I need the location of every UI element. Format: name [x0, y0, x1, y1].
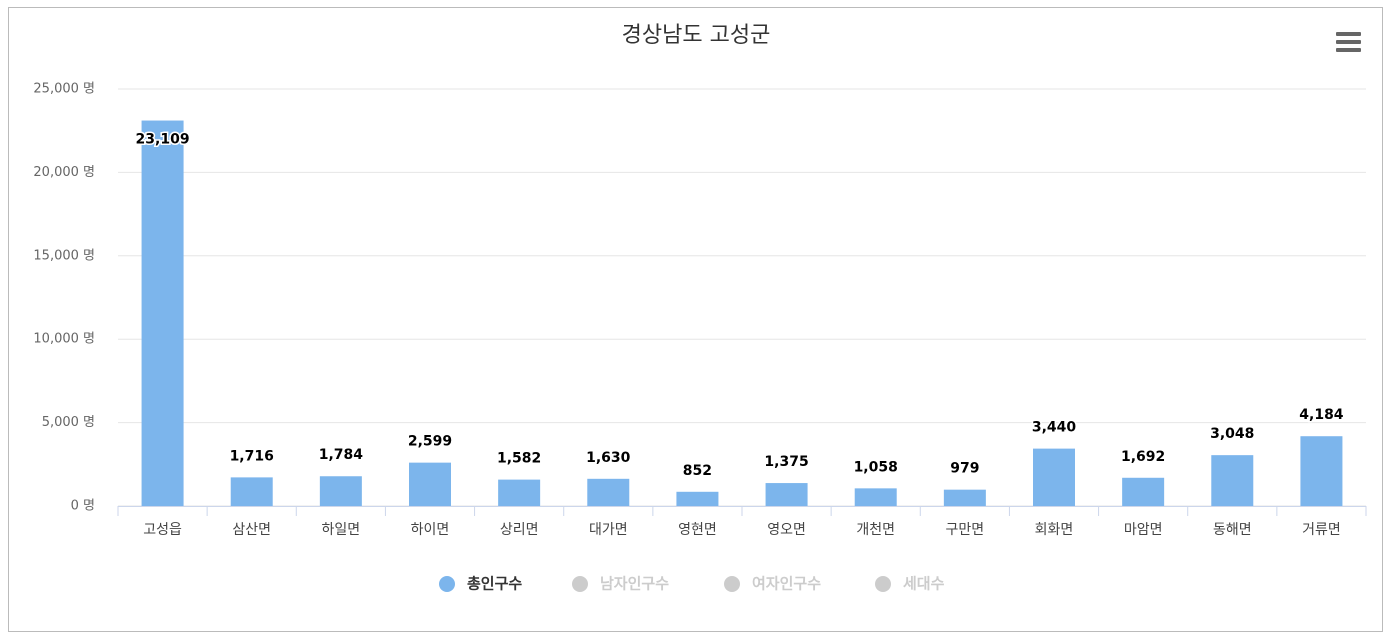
- legend-label[interactable]: 여자인구수: [752, 575, 821, 593]
- bar: [943, 489, 986, 506]
- bar: [141, 120, 184, 507]
- x-tick-label: 영오면: [767, 522, 806, 538]
- data-label: 1,582: [497, 451, 541, 467]
- legend-marker[interactable]: [724, 576, 740, 592]
- x-tick-label: 동해면: [1213, 522, 1252, 538]
- legend-label[interactable]: 총인구수: [467, 575, 522, 593]
- data-label: 979: [950, 461, 979, 477]
- menu-bar: [1336, 40, 1361, 44]
- bar: [230, 477, 273, 506]
- menu-button[interactable]: [1336, 32, 1361, 52]
- bar: [1300, 436, 1343, 506]
- bar: [1211, 455, 1254, 506]
- x-tick-label: 영현면: [678, 522, 717, 538]
- data-label: 852: [683, 463, 712, 479]
- bar: [1033, 448, 1075, 506]
- bar: [319, 476, 362, 506]
- data-label: 1,784: [319, 447, 364, 463]
- y-tick-label: 10,000 명: [33, 332, 95, 347]
- x-tick-label: 마암면: [1124, 522, 1163, 538]
- data-label: 2,599: [408, 434, 452, 450]
- data-label: 1,375: [764, 454, 808, 470]
- legend-marker[interactable]: [572, 576, 588, 592]
- menu-bar: [1336, 48, 1361, 52]
- data-label: 1,716: [230, 448, 274, 464]
- x-tick-label: 대가면: [589, 522, 628, 538]
- legend-marker[interactable]: [875, 576, 891, 592]
- legend-marker[interactable]: [439, 576, 455, 592]
- chart-title: 경상남도 고성군: [622, 23, 771, 48]
- bar: [409, 462, 451, 506]
- data-label: 4,184: [1299, 407, 1344, 423]
- data-label: 1,630: [586, 450, 631, 466]
- data-label: 23,109: [136, 132, 190, 148]
- y-tick-label: 15,000 명: [33, 248, 95, 263]
- bar: [498, 479, 541, 506]
- legend-label[interactable]: 세대수: [903, 575, 945, 593]
- x-tick-label: 개천면: [856, 522, 895, 538]
- data-label: 1,058: [854, 459, 898, 475]
- y-tick-label: 5,000 명: [42, 415, 95, 430]
- menu-bar: [1336, 32, 1361, 36]
- x-tick-label: 삼산면: [232, 522, 271, 538]
- bar: [587, 478, 630, 506]
- x-tick-label: 하이면: [411, 522, 450, 538]
- y-tick-label: 25,000 명: [33, 82, 95, 97]
- data-label: 1,692: [1121, 449, 1165, 465]
- x-tick-label: 구만면: [946, 522, 985, 538]
- x-tick-label: 회화면: [1035, 522, 1074, 538]
- data-label: 3,048: [1210, 426, 1254, 442]
- data-label: 3,440: [1032, 420, 1077, 436]
- y-tick-label: 20,000 명: [33, 165, 95, 180]
- chart-frame: [8, 7, 1383, 632]
- y-tick-label: 0 명: [71, 499, 95, 514]
- bar: [676, 491, 719, 506]
- x-tick-label: 거류면: [1302, 522, 1341, 538]
- bar: [765, 483, 808, 506]
- x-tick-label: 고성읍: [143, 522, 182, 538]
- x-tick-label: 하일면: [322, 522, 361, 538]
- x-tick-label: 상리면: [500, 522, 539, 538]
- legend-label[interactable]: 남자인구수: [600, 575, 669, 593]
- bar: [854, 488, 897, 506]
- bar: [1122, 477, 1165, 506]
